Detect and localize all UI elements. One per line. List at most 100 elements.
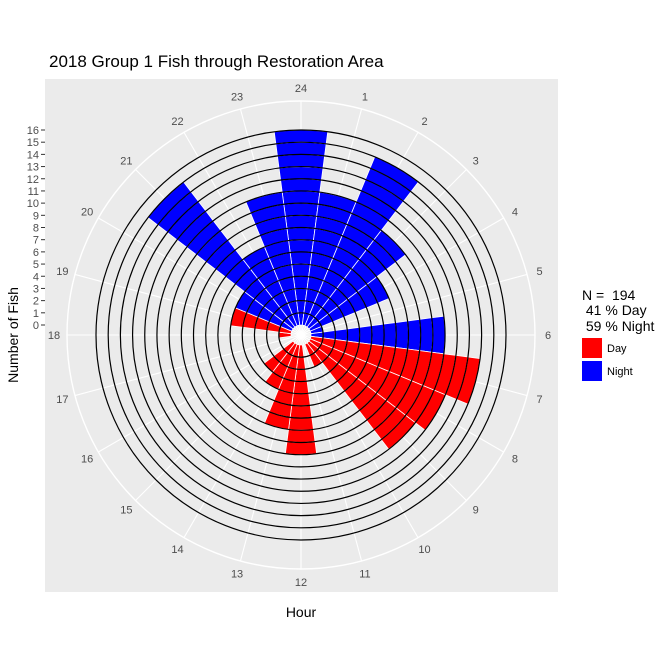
hour-label: 11: [359, 569, 370, 581]
bar-cell: [280, 178, 322, 193]
ring-8: [192, 226, 410, 444]
legend-line-n: N = 194: [582, 287, 636, 303]
y-tick-label: 13: [27, 162, 39, 174]
hour-label: 18: [48, 330, 60, 342]
y-tick-label: 12: [27, 174, 39, 186]
y-tick-label: 3: [33, 283, 39, 295]
ring-13: [131, 165, 471, 505]
legend-night-label: Night: [607, 366, 633, 378]
ring-6: [217, 251, 385, 419]
ring-15: [107, 141, 495, 529]
hour-label: 9: [473, 505, 479, 517]
bar-cell: [292, 275, 310, 290]
hour-label: 19: [56, 266, 68, 278]
hour-label: 1: [362, 91, 368, 103]
x-axis-title: Hour: [286, 604, 317, 620]
bar-cell: [276, 154, 326, 169]
hour-label: 13: [231, 569, 243, 581]
bar-cell: [284, 441, 318, 456]
grid-outer-circle: [66, 100, 536, 570]
y-tick-label: 2: [33, 296, 39, 308]
hour-label: 12: [295, 577, 307, 589]
ring-14: [119, 153, 483, 517]
bar-cell: [431, 315, 446, 355]
hour-label: 6: [545, 330, 551, 342]
hour-label: 16: [81, 454, 93, 466]
bar-cell: [288, 239, 314, 254]
ring-4: [241, 275, 361, 395]
ring-1: [278, 312, 324, 358]
bar-cell: [370, 323, 385, 347]
grid-spoke: [300, 273, 528, 336]
bar-cell: [278, 166, 324, 181]
y-tick-label: 4: [33, 271, 39, 283]
bars: [147, 129, 481, 456]
hour-label: 5: [537, 266, 543, 278]
grid-spoke: [98, 334, 302, 453]
hour-label: 2: [421, 116, 427, 128]
hour-label: 21: [120, 155, 132, 167]
y-tick-label: 10: [27, 198, 39, 210]
bar-hour-19: [230, 307, 293, 335]
bar-cell: [286, 227, 316, 241]
grid-spoke: [300, 334, 363, 562]
ring-7: [205, 239, 397, 431]
bar-cell: [289, 404, 313, 419]
bar-cell: [291, 392, 311, 407]
y-tick-label: 11: [28, 186, 39, 198]
grid-spoke: [74, 334, 302, 397]
grid-spoke: [300, 334, 419, 538]
bar-cell: [382, 322, 397, 348]
ring-11: [156, 190, 446, 480]
hour-label: 23: [231, 91, 243, 103]
hour-label: 20: [81, 207, 93, 219]
legend-night-swatch: [582, 361, 602, 381]
bar-cell: [334, 328, 348, 342]
y-tick-label: 8: [33, 223, 39, 235]
legend-day-label: Day: [607, 343, 627, 355]
ring-10: [168, 202, 434, 468]
y-tick-label: 9: [33, 210, 39, 222]
bar-cell: [358, 325, 373, 345]
legend-day-swatch: [582, 338, 602, 358]
hour-label: 15: [120, 505, 132, 517]
hour-label: 17: [56, 394, 68, 406]
bar-cell: [294, 288, 308, 302]
hour-label: 4: [512, 207, 518, 219]
count-rings: [95, 129, 507, 541]
hour-label: 10: [418, 544, 430, 556]
bar-cell: [281, 190, 321, 205]
bar-cell: [407, 318, 422, 352]
ring-12: [144, 178, 458, 492]
bar-cell: [395, 320, 409, 350]
ring-3: [253, 287, 349, 383]
y-tick-label: 0: [33, 320, 39, 332]
bar-cell: [419, 317, 434, 353]
bar-cell: [291, 263, 311, 278]
hour-label: 22: [171, 116, 183, 128]
hour-label: 8: [512, 454, 518, 466]
y-tick-label: 6: [33, 247, 39, 259]
legend-line-night-pct: 59 % Night: [582, 318, 654, 334]
y-tick-label: 1: [33, 308, 39, 320]
y-tick-label: 14: [27, 149, 39, 161]
legend: N = 194 41 % Day 59 % Night Day Night: [582, 287, 654, 381]
bar-cell: [294, 368, 308, 382]
ring-16: [95, 129, 507, 541]
bar-hour-9: [306, 340, 416, 450]
bar-cell: [284, 214, 318, 229]
y-tick-label: 16: [27, 125, 39, 137]
bar-cell: [288, 416, 314, 431]
ring-9: [180, 214, 422, 456]
bar-cell: [346, 326, 361, 344]
bar-cell: [286, 429, 316, 443]
bar-cell: [292, 380, 310, 395]
y-tick-label: 7: [33, 235, 39, 247]
y-axis-title: Number of Fish: [5, 287, 21, 383]
hour-label: 3: [473, 155, 479, 167]
y-tick-label: 15: [27, 137, 39, 149]
hour-label: 7: [537, 394, 543, 406]
